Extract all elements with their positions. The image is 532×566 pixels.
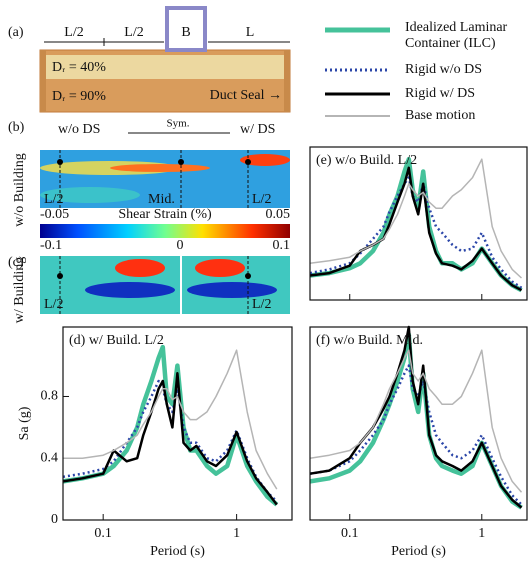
x-tick-label: 1 — [233, 526, 240, 541]
dim: L/2 — [64, 25, 83, 40]
cbar-label: 0.1 — [273, 238, 291, 253]
side-label: w/o Building — [12, 153, 27, 227]
sensor — [57, 273, 63, 279]
x-label: Period (s) — [150, 544, 205, 559]
series-line — [309, 325, 523, 509]
dim: L/2 — [124, 25, 143, 40]
chart-title: (d) w/ Build. L/2 — [69, 333, 164, 348]
colorbar — [40, 224, 290, 238]
plot-frame — [309, 146, 528, 301]
cbar-label: -0.05 — [40, 207, 69, 222]
layer-label: Dᵣ = 40% — [52, 60, 106, 75]
cbar-label: -0.1 — [40, 238, 62, 253]
dim: L — [246, 25, 255, 40]
contour-blob — [110, 164, 210, 172]
x-label: Period (s) — [391, 544, 446, 559]
dim: B — [181, 25, 190, 40]
cbar-label: 0 — [177, 238, 184, 253]
contour-blob — [115, 259, 165, 277]
y-tick-label: 0.4 — [41, 450, 59, 465]
seal-label: Duct Seal → — [210, 88, 282, 103]
sensor — [178, 159, 184, 165]
series-line — [309, 349, 523, 493]
layer-top — [40, 55, 290, 79]
contour-blob — [40, 187, 140, 203]
sensor — [245, 159, 251, 165]
sensor — [57, 159, 63, 165]
layer-label: Dᵣ = 90% — [52, 89, 106, 104]
series-line — [309, 158, 523, 279]
y-tick-label: 0.8 — [41, 389, 59, 404]
label: L/2 — [44, 297, 63, 312]
series-line — [62, 372, 278, 506]
series-line — [309, 364, 523, 506]
chart-title: (f) w/o Build. Mid. — [316, 333, 423, 348]
label: L/2 — [44, 192, 63, 207]
contour-blob — [85, 282, 175, 298]
legend-entry: Base motion — [405, 108, 476, 123]
y-label: Sa (g) — [17, 406, 32, 440]
x-tick-label: 0.1 — [94, 526, 112, 541]
series-line — [309, 332, 523, 510]
side-label: w/ Building — [12, 257, 27, 324]
contour-blob — [187, 282, 277, 298]
seal-right — [284, 50, 290, 112]
label: L/2 — [252, 192, 271, 207]
seal-left — [40, 50, 46, 112]
building — [165, 6, 207, 52]
label: w/o DS — [58, 122, 100, 137]
series-line — [63, 349, 278, 490]
label: Mid. — [148, 192, 175, 207]
series-line — [309, 176, 523, 289]
plot-frame — [62, 326, 293, 521]
legend-entry: Rigid w/o DS — [405, 62, 483, 77]
contour-blob — [195, 259, 245, 277]
panel-label: (c) — [8, 255, 24, 270]
label: w/ DS — [240, 122, 275, 137]
contour-blob — [240, 154, 290, 166]
panel-label: (b) — [8, 120, 25, 135]
label: Sym. — [167, 118, 190, 130]
panel-label: (a) — [8, 25, 24, 40]
x-tick-label: 1 — [478, 526, 485, 541]
cbar-title: Shear Strain (%) — [118, 207, 212, 222]
legend-entry: Idealized Laminar Container (ILC) — [405, 20, 508, 51]
series-line — [309, 156, 523, 293]
plot-frame — [309, 326, 528, 521]
cbar-label: 0.05 — [266, 207, 291, 222]
series-line — [62, 344, 279, 507]
legend-entry: Rigid w/ DS — [405, 86, 476, 101]
y-tick-label: 0 — [51, 512, 58, 527]
x-tick-label: 0.1 — [341, 526, 359, 541]
label: L/2 — [252, 297, 271, 312]
sensor — [245, 273, 251, 279]
dimension-lines — [44, 38, 290, 46]
chart-title: (e) w/o Build. L/2 — [316, 153, 417, 168]
